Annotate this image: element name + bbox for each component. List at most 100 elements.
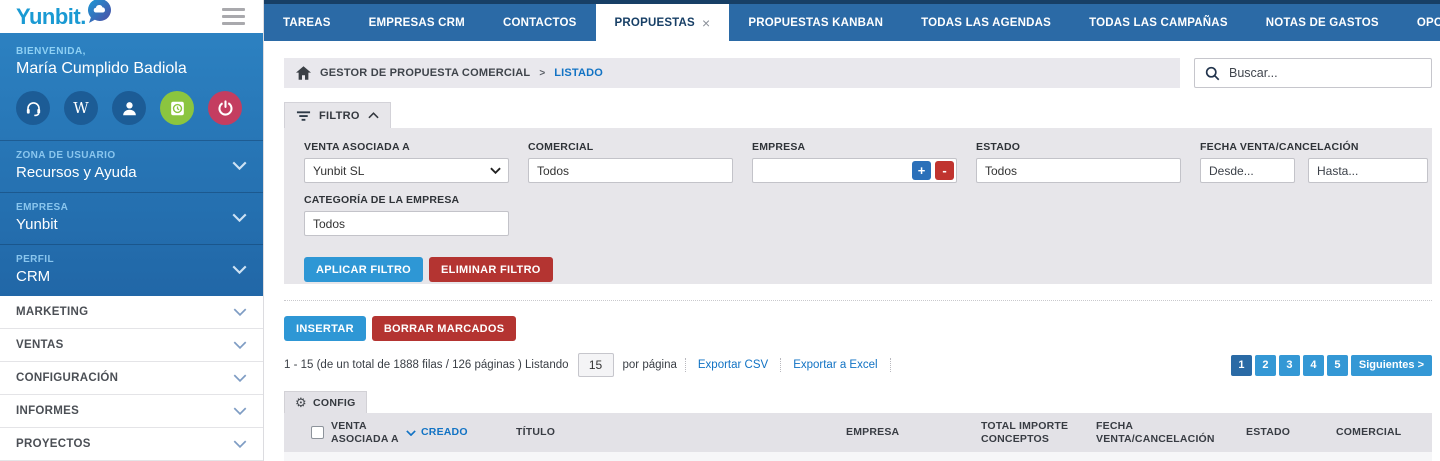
user-profile-icon[interactable] — [112, 91, 146, 125]
page-button-4[interactable]: 4 — [1302, 354, 1324, 376]
export-links: Exportar CSV Exportar a Excel — [684, 358, 891, 372]
chevron-down-icon — [490, 167, 501, 174]
next-page-button[interactable]: Siguientes > — [1350, 354, 1432, 376]
chevron-down-icon — [233, 440, 247, 448]
estado-label: ESTADO — [976, 141, 1021, 153]
field-venta-asociada: VENTA ASOCIADA A Yunbit SL — [304, 141, 509, 183]
breadcrumb-row: GESTOR DE PROPUESTA COMERCIAL > LISTADO — [284, 58, 1432, 88]
empresa-filter-label: EMPRESA — [752, 141, 806, 153]
column-comercial[interactable]: COMERCIAL — [1336, 426, 1402, 439]
logo-bubble-icon — [87, 0, 111, 23]
filter-toggle[interactable]: FILTRO — [284, 102, 391, 128]
sort-desc-icon — [406, 429, 416, 436]
per-page-input[interactable] — [577, 353, 614, 377]
yunbit-logo[interactable]: Yunbit. — [16, 0, 113, 30]
wiki-icon[interactable]: W — [64, 91, 98, 125]
filter-panel: VENTA ASOCIADA A Yunbit SL COMERCIAL EMP… — [284, 128, 1432, 284]
sidebar-section-empresa[interactable]: EMPRESA Yunbit — [0, 192, 263, 244]
field-estado: ESTADO — [976, 141, 1181, 183]
eliminar-filtro-button[interactable]: ELIMINAR FILTRO — [429, 257, 553, 282]
tab-todas-las-campanas[interactable]: TODAS LAS CAMPAÑAS — [1089, 16, 1228, 29]
tab-todas-las-agendas[interactable]: TODAS LAS AGENDAS — [921, 16, 1052, 29]
sidebar-item-marketing[interactable]: MARKETING — [0, 296, 263, 329]
gear-icon: ⚙ — [295, 395, 307, 410]
menu-toggle-icon[interactable] — [222, 4, 245, 29]
sidebar-item-ventas[interactable]: VENTAS — [0, 329, 263, 362]
comercial-label: COMERCIAL — [528, 141, 594, 153]
column-total-importe[interactable]: TOTAL IMPORTE CONCEPTOS — [981, 419, 1069, 445]
sidebar-section-perfil[interactable]: PERFIL CRM — [0, 244, 263, 296]
field-comercial: COMERCIAL — [528, 141, 733, 183]
tab-notas-de-gastos[interactable]: NOTAS DE GASTOS — [1265, 16, 1379, 29]
breadcrumb-section[interactable]: GESTOR DE PROPUESTA COMERCIAL — [320, 67, 531, 79]
page-button-2[interactable]: 2 — [1254, 354, 1276, 376]
column-venta-asociada[interactable]: VENTA ASOCIADA A — [331, 419, 399, 445]
chevron-down-icon — [233, 308, 247, 316]
column-fecha-venta[interactable]: FECHA VENTA/CANCELACIÓN — [1096, 419, 1215, 445]
sidebar-item-configuracion[interactable]: CONFIGURACIÓN — [0, 362, 263, 395]
field-empresa: EMPRESA + - — [752, 141, 957, 183]
categoria-input[interactable] — [304, 211, 509, 236]
export-excel-link[interactable]: Exportar a Excel — [793, 359, 878, 371]
header-checkbox-cell — [284, 426, 331, 439]
sidebar-item-informes[interactable]: INFORMES — [0, 395, 263, 428]
perfil-label: PERFIL — [16, 254, 54, 265]
search-input[interactable] — [1229, 66, 1421, 80]
chevron-down-icon — [232, 213, 247, 222]
column-estado[interactable]: ESTADO — [1246, 426, 1291, 439]
sidebar-item-proyectos[interactable]: PROYECTOS — [0, 428, 263, 461]
fecha-hasta-input[interactable] — [1308, 158, 1428, 183]
sidebar-user-panel: BIENVENIDA, María Cumplido Badiola W — [0, 33, 263, 296]
comercial-input[interactable] — [528, 158, 733, 183]
borrar-marcados-button[interactable]: BORRAR MARCADOS — [371, 316, 517, 341]
table-row — [284, 452, 1432, 461]
tab-propuestas-kanban[interactable]: PROPUESTAS KANBAN — [748, 16, 884, 29]
config-button[interactable]: ⚙ CONFIG — [284, 391, 367, 413]
select-all-checkbox[interactable] — [311, 426, 324, 439]
sidebar-menu: MARKETING VENTAS CONFIGURACIÓN INFORMES … — [0, 296, 263, 461]
logout-icon[interactable] — [208, 91, 242, 125]
zona-usuario-label: ZONA DE USUARIO — [16, 150, 116, 161]
venta-asociada-select[interactable]: Yunbit SL — [304, 158, 509, 183]
tab-close-icon[interactable]: × — [701, 14, 711, 31]
empresa-value: Yunbit — [16, 216, 58, 233]
top-tab-bar: TAREAS EMPRESAS CRM CONTACTOS PROPUESTAS… — [264, 0, 1440, 41]
chevron-up-icon — [368, 112, 379, 119]
welcome-label: BIENVENIDA, — [16, 46, 86, 57]
home-icon[interactable] — [296, 66, 311, 80]
chevron-down-icon — [233, 341, 247, 349]
time-tracking-icon[interactable] — [160, 91, 194, 125]
tab-oportunidades[interactable]: OPORTUNIDADES — [1416, 16, 1440, 29]
user-name: María Cumplido Badiola — [16, 60, 187, 77]
divider — [889, 358, 891, 372]
tab-tareas[interactable]: TAREAS — [283, 16, 331, 29]
empresa-add-button[interactable]: + — [912, 161, 931, 180]
page-button-5[interactable]: 5 — [1326, 354, 1348, 376]
column-creado[interactable]: CREADO — [406, 426, 516, 439]
sidebar-header: Yunbit. — [0, 0, 263, 33]
empresa-remove-button[interactable]: - — [935, 161, 954, 180]
perfil-value: CRM — [16, 268, 51, 285]
tab-empresas-crm[interactable]: EMPRESAS CRM — [368, 16, 465, 29]
export-csv-link[interactable]: Exportar CSV — [697, 359, 769, 371]
column-titulo[interactable]: TÍTULO — [516, 426, 556, 439]
list-summary-row: 1 - 15 (de un total de 1888 filas / 126 … — [284, 353, 1432, 377]
sidebar-section-zona-usuario[interactable]: ZONA DE USUARIO Recursos y Ayuda — [0, 140, 263, 192]
breadcrumb-current[interactable]: LISTADO — [554, 67, 604, 79]
tab-contactos[interactable]: CONTACTOS — [502, 16, 577, 29]
support-headset-icon[interactable] — [16, 91, 50, 125]
column-empresa[interactable]: EMPRESA — [846, 426, 900, 439]
page-button-1[interactable]: 1 — [1230, 354, 1252, 376]
search-box — [1194, 58, 1432, 88]
table-header: VENTA ASOCIADA A CREADO TÍTULO EMPRESA T… — [284, 413, 1432, 452]
list-actions: INSERTAR BORRAR MARCADOS — [284, 316, 1432, 341]
page-button-3[interactable]: 3 — [1278, 354, 1300, 376]
aplicar-filtro-button[interactable]: APLICAR FILTRO — [304, 257, 424, 282]
insertar-button[interactable]: INSERTAR — [284, 316, 366, 341]
fecha-desde-input[interactable] — [1200, 158, 1295, 183]
pagination: 1 2 3 4 5 Siguientes > — [1230, 354, 1432, 376]
venta-asociada-label: VENTA ASOCIADA A — [304, 141, 410, 153]
estado-input[interactable] — [976, 158, 1181, 183]
tab-propuestas[interactable]: PROPUESTAS × — [595, 4, 730, 41]
